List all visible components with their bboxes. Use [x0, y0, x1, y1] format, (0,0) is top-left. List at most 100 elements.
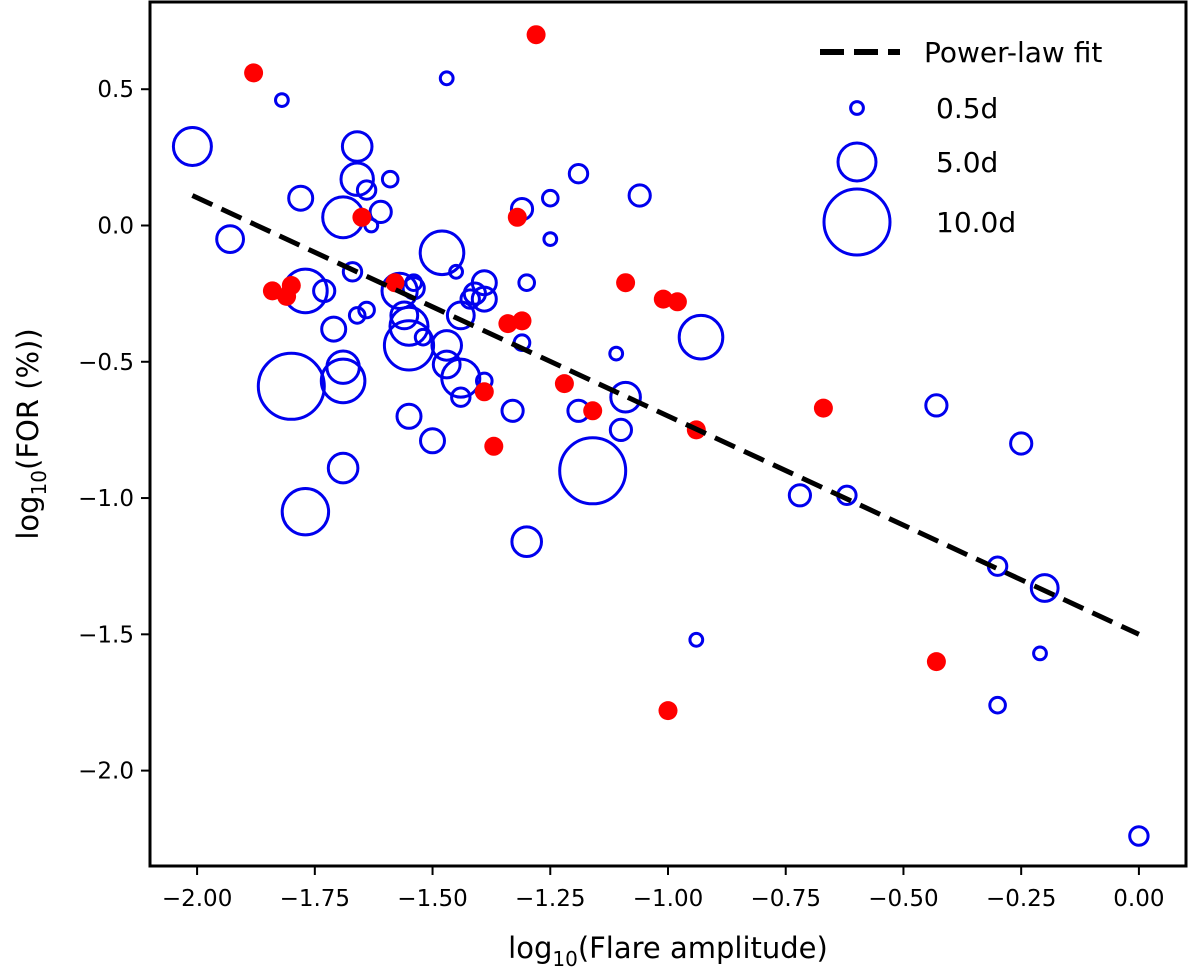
filled-point: [244, 63, 264, 83]
open-point: [419, 427, 446, 455]
legend-size-marker: [822, 187, 892, 257]
y-tick-label: −1.5: [78, 622, 134, 648]
legend-size-label: 5.0d: [936, 146, 998, 179]
x-tick-label: −0.25: [986, 886, 1056, 912]
open-point: [470, 269, 498, 297]
open-point: [627, 183, 652, 208]
open-point: [388, 305, 430, 347]
y-tick-label: −0.5: [78, 350, 134, 376]
open-point: [450, 386, 472, 408]
x-tick-label: −0.75: [750, 886, 820, 912]
open-point: [413, 327, 433, 347]
filled-point: [526, 25, 546, 45]
open-point: [339, 161, 375, 197]
open-point: [438, 70, 455, 87]
open-point: [320, 315, 348, 343]
open-point: [787, 483, 813, 508]
open-point: [215, 224, 246, 255]
open-point: [326, 451, 360, 485]
open-point: [608, 417, 634, 442]
filled-point: [498, 314, 518, 334]
filled-point: [281, 276, 301, 295]
filled-point: [474, 382, 494, 402]
open-point: [389, 300, 420, 331]
open-point: [608, 345, 625, 362]
open-point: [431, 349, 462, 380]
open-point: [280, 487, 331, 537]
open-point: [312, 278, 337, 303]
filled-point: [667, 292, 687, 312]
open-point: [924, 393, 949, 418]
open-point: [171, 126, 213, 167]
filled-point: [484, 436, 504, 456]
open-point: [1128, 825, 1150, 847]
plot-frame: [148, 0, 1188, 868]
open-point: [567, 163, 590, 185]
open-point: [500, 398, 525, 423]
y-tick-label: −1.0: [78, 486, 134, 512]
open-point: [341, 261, 364, 283]
filled-point: [512, 311, 532, 331]
open-point: [274, 92, 290, 108]
open-point: [541, 188, 560, 208]
x-tick-label: −2.00: [162, 886, 232, 912]
x-axis-ticks: −2.00 −1.75 −1.50 −1.25 −1.00 −0.75 −0.50 −0.25…: [162, 866, 1165, 912]
open-point: [418, 229, 466, 277]
y-axis-ticks: 0.5 0.0 −0.5 −1.0 −1.5 −2.0: [78, 77, 150, 785]
open-point: [517, 273, 537, 293]
open-point: [380, 169, 400, 189]
filled-point: [507, 207, 527, 227]
fit-line-group: [191, 193, 1140, 637]
open-point: [1032, 645, 1048, 662]
open-point: [287, 184, 315, 212]
open-point: [448, 263, 465, 280]
open-point: [404, 273, 424, 293]
open-point: [542, 231, 559, 248]
legend-fit-label: Power-law fit: [924, 36, 1102, 69]
x-tick-label: −1.75: [280, 886, 350, 912]
legend-size-marker: [836, 141, 878, 183]
open-point: [470, 285, 498, 313]
open-point: [319, 357, 367, 405]
open-point: [325, 349, 361, 385]
open-point: [347, 306, 367, 325]
open-point: [510, 525, 544, 559]
x-axis-label: log10(Flare amplitude): [508, 931, 828, 971]
filled-point: [352, 207, 372, 227]
data-marks: [171, 25, 1150, 847]
x-tick-label: 0.00: [1113, 886, 1164, 912]
open-point: [677, 313, 725, 361]
open-point: [382, 319, 436, 372]
x-tick-label: −0.50: [868, 886, 938, 912]
open-point: [368, 199, 393, 224]
legend-size-marker: [849, 100, 865, 116]
open-point: [1029, 573, 1060, 603]
open-point: [355, 179, 378, 201]
filled-point: [658, 701, 678, 721]
open-point: [459, 288, 481, 310]
filled-point: [616, 273, 636, 293]
open-point: [558, 436, 628, 506]
open-point: [609, 380, 642, 414]
filled-point: [554, 374, 574, 394]
open-point: [340, 130, 374, 163]
x-tick-label: −1.50: [397, 886, 467, 912]
legend-size-label: 10.0d: [936, 206, 1016, 239]
open-point: [988, 695, 1007, 715]
filled-point: [583, 401, 603, 421]
filled-point: [813, 398, 833, 418]
filled-point: [385, 273, 405, 293]
y-tick-label: −2.0: [78, 759, 134, 785]
open-point: [688, 631, 705, 648]
filled-point: [926, 652, 946, 672]
x-tick-label: −1.25: [515, 886, 585, 912]
legend-size-entries: 0.5d 5.0d 10.0d: [822, 92, 1016, 257]
legend-size-label: 0.5d: [936, 92, 998, 125]
filled-point: [653, 289, 673, 309]
open-point: [256, 351, 326, 421]
y-tick-label: 0.0: [97, 213, 134, 239]
open-point: [395, 402, 423, 430]
open-point: [357, 300, 376, 320]
open-point: [430, 329, 464, 362]
